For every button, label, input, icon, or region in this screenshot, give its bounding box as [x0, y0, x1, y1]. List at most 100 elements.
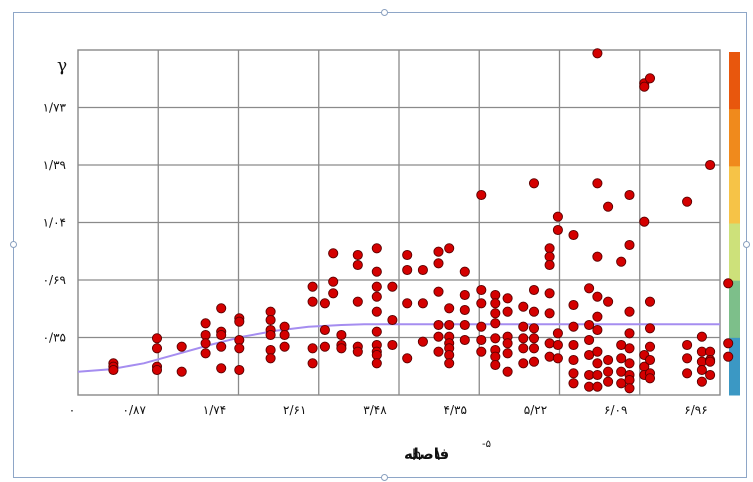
data-point [200, 329, 211, 341]
data-point [490, 351, 501, 362]
data-point [584, 381, 595, 392]
data-point [616, 366, 627, 377]
data-point [490, 308, 501, 319]
data-point [371, 243, 382, 254]
data-point [544, 259, 555, 271]
data-point [518, 333, 529, 344]
data-point [265, 353, 276, 364]
data-point [696, 364, 707, 376]
x-tick-label: ۳/۴۸ [363, 403, 387, 417]
data-point [336, 343, 347, 354]
data-point [371, 306, 382, 317]
data-point [151, 364, 163, 376]
data-point [544, 288, 555, 299]
data-point [444, 358, 455, 369]
resize-handle-bottom[interactable] [381, 474, 388, 481]
data-point [592, 381, 603, 392]
y-tick-label: ۱/۷۳ [43, 101, 67, 115]
data-point [616, 256, 627, 267]
color-scale-segment [729, 223, 740, 282]
data-point [616, 378, 627, 389]
data-point [433, 331, 444, 342]
data-point [417, 298, 428, 309]
grid [77, 49, 721, 396]
data-point [279, 329, 290, 341]
data-point [624, 306, 635, 317]
data-point [307, 343, 318, 354]
data-point [544, 243, 555, 254]
y-tick-label: ۱/۳۹ [43, 158, 66, 172]
data-point [624, 374, 635, 386]
data-point [528, 178, 540, 189]
y-axis-label: γ [57, 56, 67, 76]
data-point [459, 319, 470, 331]
data-point [402, 264, 413, 276]
data-point [603, 366, 614, 377]
data-point [459, 304, 470, 316]
data-point [371, 281, 382, 292]
data-point [402, 249, 413, 261]
data-point [518, 358, 529, 369]
data-point [328, 288, 339, 299]
data-point [624, 383, 635, 394]
data-point [696, 376, 707, 387]
data-point [459, 266, 470, 277]
data-point [265, 306, 276, 317]
data-point [444, 303, 455, 314]
data-point [528, 323, 540, 334]
data-point [568, 299, 579, 311]
data-point [584, 349, 595, 361]
data-point [490, 333, 501, 344]
resize-handle-left[interactable] [10, 241, 17, 248]
data-point [234, 343, 245, 354]
data-point [417, 336, 428, 347]
data-point [371, 266, 382, 277]
data-point [433, 246, 444, 257]
data-point [552, 339, 563, 351]
data-point [644, 73, 656, 84]
data-point [234, 334, 245, 346]
x-tick-label: ۱/۷۴ [203, 403, 226, 417]
data-point [216, 303, 227, 314]
data-point [528, 284, 540, 296]
data-point [459, 289, 470, 301]
data-point [371, 326, 382, 337]
data-point [371, 358, 382, 369]
data-point [568, 378, 579, 389]
data-point [352, 296, 363, 307]
data-point [592, 346, 603, 357]
data-point [518, 343, 529, 354]
data-point [528, 306, 540, 317]
data-point [502, 348, 513, 359]
resize-handle-top[interactable] [381, 9, 388, 16]
data-point [176, 366, 187, 377]
color-scale-segment [729, 166, 740, 224]
data-point [319, 341, 330, 352]
data-point [279, 341, 290, 352]
resize-handle-right[interactable] [743, 241, 750, 248]
data-point [682, 339, 693, 351]
color-scale-segment [729, 109, 740, 167]
data-point [528, 343, 540, 354]
data-point [705, 369, 716, 381]
data-point [705, 159, 716, 171]
x-tick-label: ۶/۹۶ [684, 403, 707, 417]
scatter-points [108, 48, 734, 394]
x-tick-label: ۶/۰۹ [604, 403, 627, 417]
data-point [705, 346, 716, 357]
data-point [592, 291, 603, 302]
data-point [723, 351, 734, 362]
data-point [444, 243, 455, 254]
y-tick-label: ۰/۳۵ [43, 331, 66, 345]
data-point [444, 349, 455, 361]
y-tick-label: ۱/۰۴ [43, 216, 66, 230]
data-point [682, 196, 693, 207]
data-point [216, 363, 227, 374]
data-point [352, 346, 363, 357]
data-point [644, 341, 656, 352]
data-point [490, 359, 501, 371]
data-point [328, 248, 339, 259]
data-point [476, 284, 487, 296]
data-point [336, 329, 347, 341]
data-point [544, 338, 555, 349]
